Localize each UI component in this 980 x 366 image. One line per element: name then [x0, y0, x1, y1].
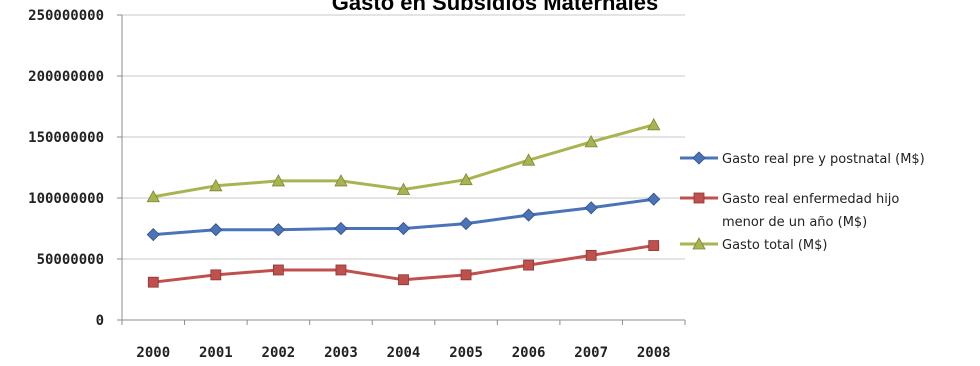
- x-tick-label: 2006: [512, 345, 546, 361]
- y-tick-label: 200000000: [28, 69, 104, 85]
- data-point: [398, 274, 409, 286]
- y-tick-label: 250000000: [28, 8, 104, 24]
- x-tick-label: 2003: [324, 345, 358, 361]
- data-point: [693, 192, 705, 204]
- legend-label: menor de un año (M$): [722, 215, 867, 230]
- y-tick-label: 150000000: [28, 130, 104, 146]
- data-point: [146, 228, 160, 242]
- legend-item: Gasto total (M$): [680, 237, 828, 253]
- series: [147, 240, 660, 288]
- y-tick-label: 50000000: [37, 252, 104, 268]
- data-point: [692, 237, 706, 250]
- y-tick-label: 0: [96, 313, 104, 329]
- data-point: [523, 259, 535, 271]
- data-point: [146, 189, 160, 203]
- data-point: [271, 174, 286, 187]
- data-point: [459, 172, 473, 186]
- data-point: [647, 192, 661, 206]
- data-point: [272, 264, 284, 276]
- data-point: [271, 223, 285, 237]
- data-point: [334, 174, 348, 187]
- data-point: [335, 264, 347, 276]
- legend: Gasto real pre y postnatal (M$) Gasto rea…: [680, 151, 925, 253]
- series: [146, 117, 661, 203]
- axes: 0 50000000 100000000 150000000 200000000 2500…: [28, 8, 686, 361]
- x-tick-label: 2000: [136, 345, 170, 361]
- data-point: [521, 153, 536, 166]
- data-point: [647, 117, 661, 131]
- x-tick-label: 2001: [199, 345, 233, 361]
- data-point: [396, 182, 411, 195]
- x-tick-label: 2002: [262, 345, 296, 361]
- data-point: [210, 269, 222, 281]
- data-point: [648, 240, 660, 251]
- series: [146, 192, 661, 242]
- x-tick-label: 2008: [637, 345, 671, 361]
- data-point: [522, 208, 536, 222]
- legend-label: Gasto real pre y postnatal (M$): [722, 152, 925, 167]
- y-tick-label: 100000000: [28, 191, 104, 207]
- data-point: [584, 135, 598, 148]
- data-point: [584, 201, 598, 215]
- data-point: [459, 217, 473, 231]
- legend-label: Gasto total (M$): [722, 238, 828, 253]
- x-tick-label: 2005: [449, 345, 483, 361]
- data-point: [396, 221, 411, 236]
- data-point: [692, 151, 706, 165]
- x-tick-label: 2007: [574, 345, 608, 361]
- legend-item: Gasto real enfermedad hijo menor de un añ…: [680, 192, 899, 230]
- x-tick-label: 2004: [387, 345, 421, 361]
- data-point: [460, 269, 472, 281]
- data-point: [209, 178, 223, 192]
- data-point: [209, 223, 223, 237]
- series-layer: [146, 117, 661, 288]
- data-point: [147, 276, 159, 288]
- legend-label: Gasto real enfermedad hijo: [722, 192, 899, 207]
- data-point: [334, 221, 348, 236]
- legend-item: Gasto real pre y postnatal (M$): [680, 151, 925, 167]
- chart-title: Gasto en Subsidios Maternales: [332, 0, 658, 15]
- data-point: [585, 249, 597, 261]
